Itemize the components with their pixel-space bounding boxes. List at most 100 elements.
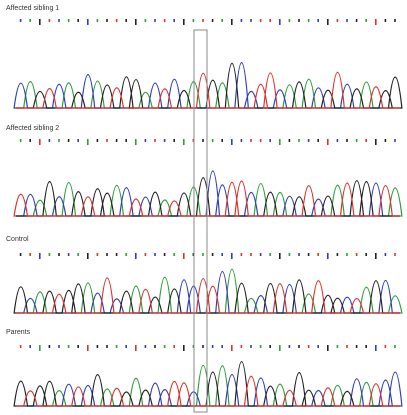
- base-call: [77, 139, 79, 142]
- base-call: [221, 139, 223, 142]
- base-call: [58, 345, 60, 348]
- base-call: [346, 19, 348, 22]
- base-call: [135, 253, 137, 259]
- base-call: [68, 345, 70, 348]
- base-call: [49, 139, 51, 142]
- base-call: [125, 19, 127, 22]
- base-call: [385, 345, 387, 348]
- base-call: [298, 345, 300, 348]
- base-call: [298, 19, 300, 22]
- base-call: [97, 253, 99, 256]
- base-call: [29, 345, 31, 348]
- base-call: [68, 19, 70, 22]
- base-call: [39, 253, 41, 259]
- base-call: [317, 19, 319, 22]
- base-call: [298, 139, 300, 142]
- base-call: [241, 139, 243, 142]
- base-call: [106, 345, 108, 348]
- panel-label: Parents: [6, 329, 31, 336]
- base-call: [39, 345, 41, 351]
- base-call: [202, 345, 204, 348]
- base-call: [164, 19, 166, 22]
- base-call: [327, 139, 329, 145]
- base-call: [20, 139, 22, 142]
- base-call: [145, 253, 147, 256]
- base-call: [337, 253, 339, 256]
- base-call: [356, 345, 358, 348]
- base-call: [20, 253, 22, 256]
- base-call: [298, 253, 300, 256]
- base-call: [77, 253, 79, 256]
- base-call: [193, 19, 195, 22]
- base-call: [337, 345, 339, 348]
- base-call: [154, 253, 156, 256]
- base-call: [260, 139, 262, 142]
- base-call: [173, 253, 175, 256]
- base-call: [116, 253, 118, 256]
- base-call: [231, 139, 233, 145]
- base-call: [106, 139, 108, 142]
- traces: [14, 19, 402, 406]
- base-call: [135, 19, 137, 25]
- base-call: [97, 19, 99, 22]
- base-call: [241, 19, 243, 22]
- base-call: [164, 345, 166, 348]
- base-call: [327, 253, 329, 259]
- base-call: [289, 19, 291, 22]
- base-call: [375, 139, 377, 145]
- base-call: [145, 139, 147, 142]
- base-call: [135, 345, 137, 351]
- base-call: [308, 19, 310, 22]
- base-call: [39, 139, 41, 145]
- highlight-box: [194, 30, 207, 412]
- base-call: [241, 253, 243, 256]
- base-call: [221, 253, 223, 256]
- base-call: [106, 19, 108, 22]
- base-call: [212, 139, 214, 142]
- base-call: [202, 19, 204, 22]
- base-call: [125, 139, 127, 142]
- base-call: [29, 253, 31, 256]
- base-call: [269, 253, 271, 256]
- base-call: [365, 19, 367, 22]
- base-call: [394, 139, 396, 142]
- chromatogram-figure: Affected sibling 1 Affected sibling 2 Co…: [0, 0, 407, 415]
- base-call: [164, 139, 166, 142]
- base-call: [212, 345, 214, 348]
- base-call: [77, 345, 79, 348]
- base-call: [317, 139, 319, 142]
- base-call: [279, 139, 281, 145]
- base-call: [394, 253, 396, 256]
- base-call: [375, 345, 377, 351]
- base-call: [20, 19, 22, 22]
- base-call: [346, 253, 348, 256]
- base-call: [279, 345, 281, 351]
- base-call: [154, 139, 156, 142]
- base-call: [221, 19, 223, 22]
- base-call: [29, 139, 31, 142]
- base-call: [346, 139, 348, 142]
- base-call: [87, 139, 89, 145]
- trace: [16, 72, 400, 108]
- base-call: [68, 139, 70, 142]
- base-call: [317, 253, 319, 256]
- base-call: [145, 345, 147, 348]
- base-call: [173, 139, 175, 142]
- base-call: [173, 345, 175, 348]
- base-call: [231, 253, 233, 259]
- base-call: [260, 253, 262, 256]
- base-call: [202, 139, 204, 142]
- base-call: [154, 19, 156, 22]
- base-call: [68, 253, 70, 256]
- base-call: [106, 253, 108, 256]
- base-call: [183, 139, 185, 145]
- base-call: [346, 345, 348, 348]
- base-call: [289, 345, 291, 348]
- base-call: [58, 139, 60, 142]
- base-call: [250, 139, 252, 142]
- base-call: [365, 253, 367, 256]
- base-call: [87, 253, 89, 259]
- base-call: [327, 19, 329, 25]
- base-call: [202, 253, 204, 256]
- base-call: [183, 253, 185, 259]
